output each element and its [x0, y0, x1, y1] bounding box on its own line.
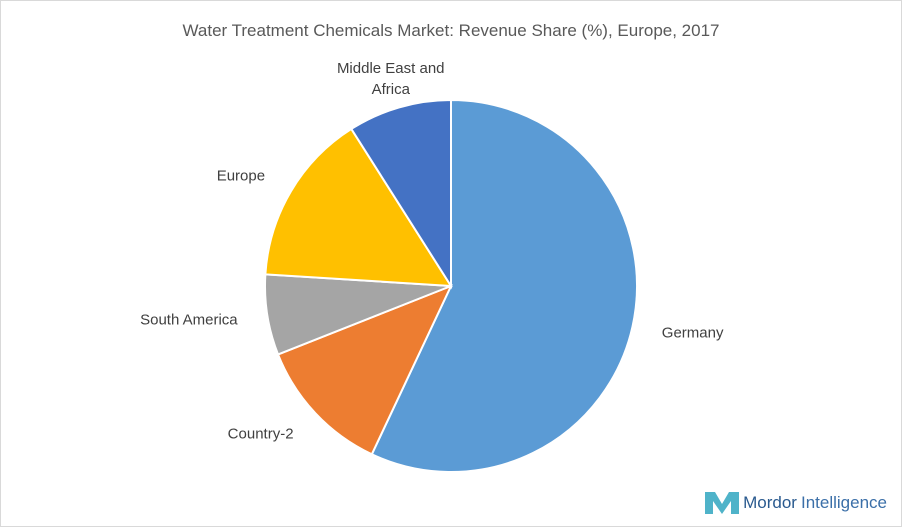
slice-label: South America: [140, 311, 238, 329]
logo: Mordor Intelligence: [705, 492, 887, 514]
pie-slice: [370, 98, 638, 473]
pie-slice: [264, 127, 453, 288]
logo-suffix: Intelligence: [800, 493, 887, 512]
slice-label: Europe: [216, 167, 266, 185]
slice-label: Middle East and Africa: [336, 59, 445, 98]
pie-slice: [276, 284, 453, 456]
slice-label: Country-2: [227, 425, 294, 443]
chart-title: Water Treatment Chemicals Market: Revenu…: [182, 21, 720, 40]
pie-slice: [349, 98, 452, 290]
logo-icon: [705, 492, 740, 514]
logo-brand: Mordor: [743, 493, 797, 512]
slice-label: Germany: [661, 324, 724, 342]
